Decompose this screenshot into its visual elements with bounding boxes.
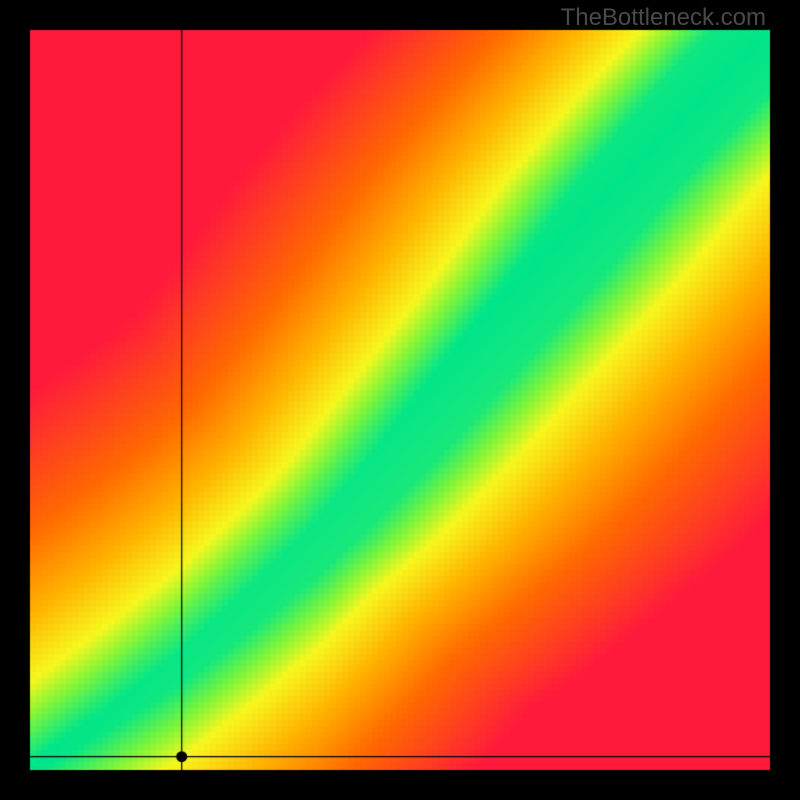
bottleneck-heatmap: [0, 0, 800, 800]
watermark-text: TheBottleneck.com: [561, 4, 766, 32]
chart-container: { "watermark": { "text": "TheBottleneck.…: [0, 0, 800, 800]
